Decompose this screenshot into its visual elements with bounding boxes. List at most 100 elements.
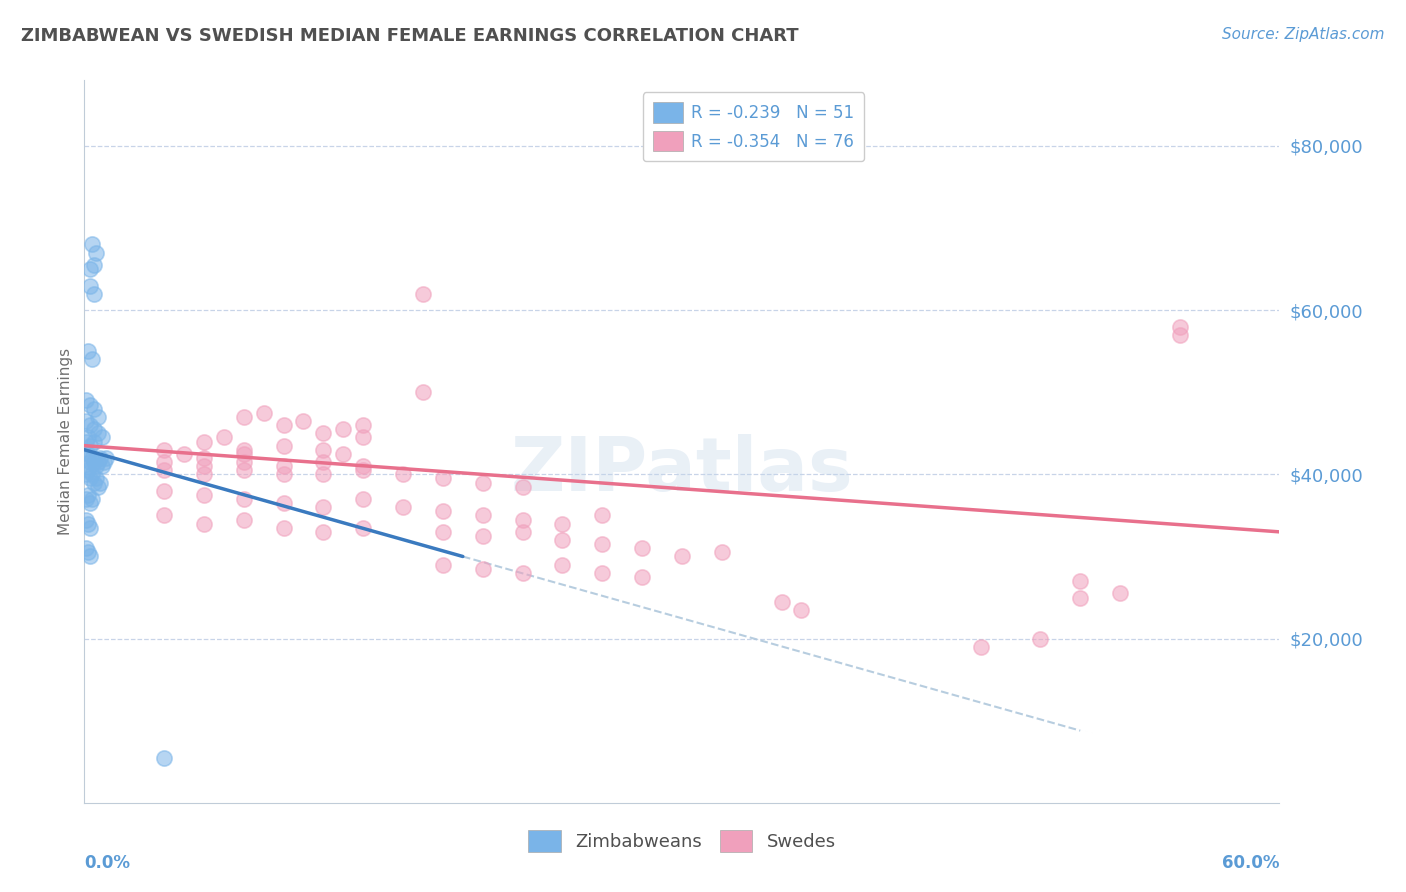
Point	[79, 278, 101, 293]
Point	[86, 245, 108, 260]
Point	[512, 524, 534, 539]
Point	[1168, 319, 1191, 334]
Point	[352, 491, 374, 506]
Point	[75, 541, 97, 556]
Point	[551, 558, 574, 572]
Point	[83, 475, 105, 490]
Point	[352, 463, 374, 477]
Point	[153, 463, 176, 477]
Point	[631, 541, 654, 556]
Point	[83, 286, 105, 301]
Point	[591, 537, 613, 551]
Point	[153, 442, 176, 457]
Point	[193, 516, 215, 531]
Text: Source: ZipAtlas.com: Source: ZipAtlas.com	[1222, 27, 1385, 42]
Point	[332, 447, 354, 461]
Point	[471, 562, 494, 576]
Text: 60.0%: 60.0%	[1222, 854, 1279, 871]
Point	[87, 409, 110, 424]
Point	[352, 521, 374, 535]
Point	[292, 414, 315, 428]
Point	[232, 463, 254, 477]
Point	[79, 549, 101, 564]
Point	[551, 533, 574, 547]
Point	[82, 467, 104, 482]
Point	[471, 529, 494, 543]
Point	[352, 418, 374, 433]
Point	[87, 480, 110, 494]
Point	[193, 450, 215, 465]
Point	[82, 352, 104, 367]
Point	[273, 496, 295, 510]
Point	[1109, 586, 1132, 600]
Y-axis label: Median Female Earnings: Median Female Earnings	[58, 348, 73, 535]
Point	[82, 237, 104, 252]
Point	[86, 471, 108, 485]
Point	[273, 467, 295, 482]
Point	[193, 459, 215, 474]
Point	[770, 594, 793, 608]
Point	[412, 286, 434, 301]
Point	[551, 516, 574, 531]
Point	[392, 467, 415, 482]
Point	[75, 491, 97, 506]
Point	[173, 447, 195, 461]
Point	[232, 409, 254, 424]
Point	[77, 463, 100, 477]
Point	[83, 422, 105, 436]
Point	[86, 459, 108, 474]
Point	[232, 512, 254, 526]
Point	[77, 488, 100, 502]
Point	[273, 439, 295, 453]
Point	[83, 258, 105, 272]
Point	[75, 434, 97, 449]
Point	[312, 524, 335, 539]
Point	[273, 459, 295, 474]
Point	[89, 475, 111, 490]
Point	[312, 442, 335, 457]
Point	[312, 500, 335, 515]
Point	[87, 455, 110, 469]
Point	[232, 442, 254, 457]
Point	[1069, 591, 1091, 605]
Point	[77, 516, 100, 531]
Point	[79, 262, 101, 277]
Point	[432, 558, 454, 572]
Point	[83, 455, 105, 469]
Text: ZIPatlas: ZIPatlas	[510, 434, 853, 507]
Point	[153, 508, 176, 523]
Point	[153, 483, 176, 498]
Point	[352, 459, 374, 474]
Point	[75, 450, 97, 465]
Point	[83, 434, 105, 449]
Point	[79, 398, 101, 412]
Point	[1168, 327, 1191, 342]
Text: ZIMBABWEAN VS SWEDISH MEDIAN FEMALE EARNINGS CORRELATION CHART: ZIMBABWEAN VS SWEDISH MEDIAN FEMALE EARN…	[21, 27, 799, 45]
Point	[392, 500, 415, 515]
Point	[153, 750, 176, 764]
Point	[432, 471, 454, 485]
Point	[432, 504, 454, 518]
Point	[83, 401, 105, 416]
Point	[79, 439, 101, 453]
Point	[91, 459, 114, 474]
Point	[970, 640, 993, 654]
Point	[96, 450, 118, 465]
Point	[75, 512, 97, 526]
Point	[232, 491, 254, 506]
Point	[432, 524, 454, 539]
Point	[312, 467, 335, 482]
Legend: Zimbabweans, Swedes: Zimbabweans, Swedes	[520, 822, 844, 859]
Point	[77, 344, 100, 359]
Point	[77, 447, 100, 461]
Point	[91, 430, 114, 444]
Point	[591, 508, 613, 523]
Point	[77, 430, 100, 444]
Point	[412, 385, 434, 400]
Point	[75, 467, 97, 482]
Point	[153, 455, 176, 469]
Point	[512, 480, 534, 494]
Point	[312, 455, 335, 469]
Point	[512, 566, 534, 580]
Point	[79, 455, 101, 469]
